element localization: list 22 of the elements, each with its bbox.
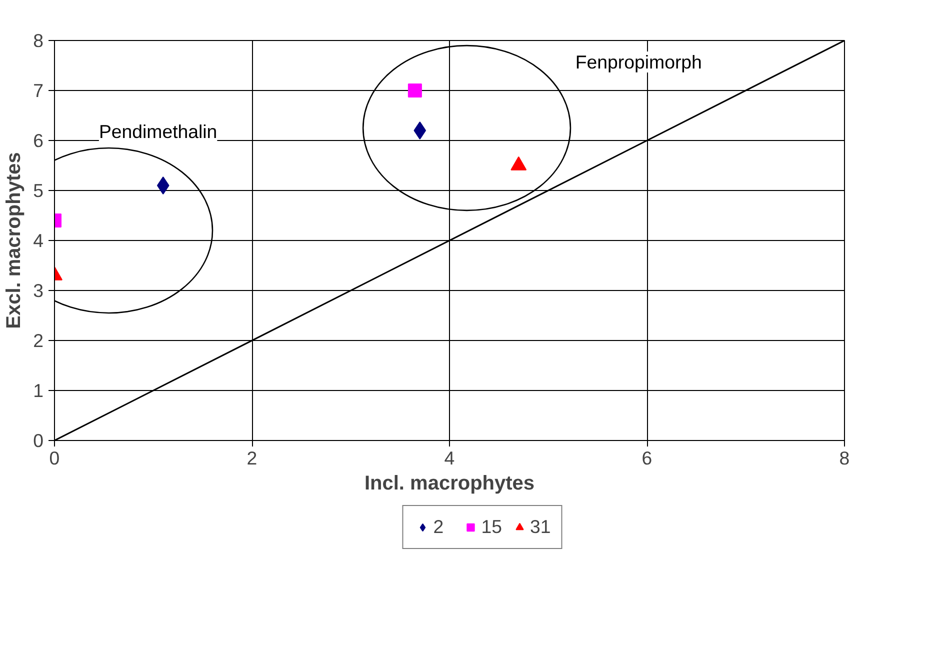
x-tick-label: 8 bbox=[839, 448, 850, 468]
y-tick-label: 1 bbox=[33, 380, 44, 401]
y-tick-label: 5 bbox=[33, 180, 44, 201]
x-tick-label: 2 bbox=[246, 448, 258, 468]
y-tick-label: 0 bbox=[33, 430, 44, 451]
point bbox=[414, 122, 426, 140]
y-tick-label: 8 bbox=[33, 30, 44, 51]
y-tick-label: 7 bbox=[33, 80, 44, 101]
y-tick-label: 6 bbox=[33, 130, 44, 151]
y-tick-label: 3 bbox=[33, 280, 44, 301]
annotation: Pendimethalin bbox=[98, 121, 218, 142]
legend-label: 31 bbox=[530, 516, 551, 538]
x-tick-label: 0 bbox=[49, 448, 60, 468]
y-axis-title: Excl. macrophytes bbox=[3, 152, 26, 329]
y-tick-label: 4 bbox=[33, 230, 44, 251]
annotation: Fenpropimorph bbox=[575, 52, 702, 72]
legend-label: 15 bbox=[481, 516, 502, 538]
y-tick-label: 2 bbox=[33, 330, 44, 351]
legend-label: 2 bbox=[433, 516, 445, 538]
x-tick-label: 6 bbox=[642, 448, 652, 468]
x-axis-title: Incl. macrophytes bbox=[364, 472, 535, 494]
x-tick-label: 4 bbox=[444, 448, 455, 468]
